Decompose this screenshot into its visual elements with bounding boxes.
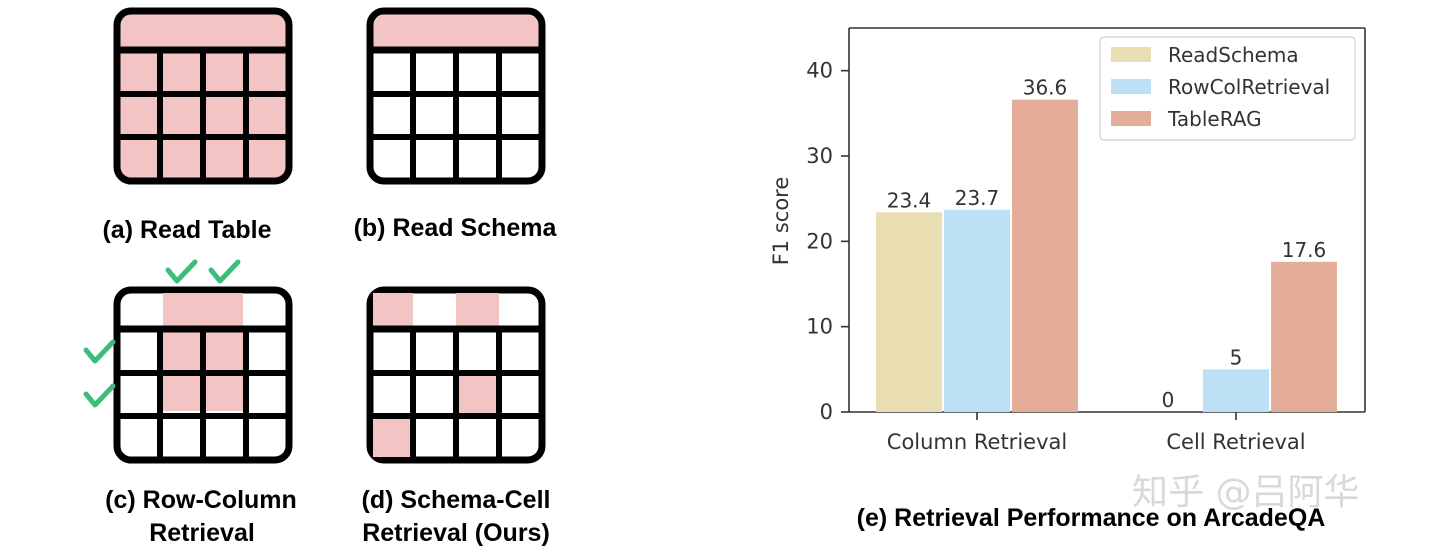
y-tick-label: 20 [806, 229, 833, 253]
schema-cell-highlight [456, 293, 499, 329]
panel-b-label: (b) Read Schema [354, 214, 558, 242]
chart-caption: (e) Retrieval Performance on ArcadeQA [857, 504, 1326, 532]
bar-rowcolretrieval [944, 209, 1010, 412]
legend-label-rowcolretrieval: RowColRetrieval [1168, 75, 1330, 99]
table-icon-read-table [113, 7, 293, 185]
data-label-tablerag: 36.6 [1023, 76, 1068, 100]
table-icon-schema-cell [366, 286, 546, 464]
data-label-rowcolretrieval: 23.7 [955, 186, 1000, 210]
panel-d-label-line1: (d) Schema-Cell [362, 486, 551, 514]
bar-tablerag [1012, 99, 1078, 413]
legend-swatch-tablerag [1111, 111, 1151, 126]
x-tick-label: Column Retrieval [887, 430, 1067, 454]
data-label-readschema: 23.4 [887, 188, 932, 212]
legend-box [1099, 36, 1356, 141]
data-label-readschema: 0 [1162, 388, 1175, 412]
legend-swatch-rowcolretrieval [1111, 79, 1151, 94]
legend-swatch-readschema [1111, 47, 1151, 62]
bar-tablerag [1271, 261, 1337, 412]
check-icons [83, 259, 241, 408]
bar-readschema [876, 212, 942, 412]
retrieved-cell-highlight [456, 373, 499, 416]
schema-cell-highlight [373, 293, 413, 329]
bar-rowcolretrieval [1203, 369, 1269, 412]
legend: ReadSchema RowColRetrieval TableRAG [1099, 36, 1356, 141]
y-tick-label: 30 [806, 144, 833, 168]
legend-label-tablerag: TableRAG [1167, 107, 1262, 131]
y-tick-label: 0 [820, 400, 833, 424]
table-icon-row-column [113, 286, 293, 464]
schema-row-highlight [373, 14, 539, 50]
panel-c-label-line1: (c) Row-Column [105, 486, 297, 514]
y-axis-label: F1 score [769, 177, 793, 266]
check-icon [83, 339, 116, 364]
y-tick-label: 40 [806, 59, 833, 83]
watermark: 知乎 @吕阿华 [1132, 472, 1359, 513]
panel-d-label-line2: Retrieval (Ours) [362, 519, 550, 547]
check-icon [165, 259, 198, 284]
y-tick-label: 10 [806, 315, 833, 339]
retrieved-cell-highlight [373, 416, 413, 457]
legend-label-readschema: ReadSchema [1168, 43, 1299, 67]
check-icon [83, 383, 116, 408]
panel-a-label: (a) Read Table [102, 216, 271, 244]
check-icon [208, 259, 241, 284]
x-tick-label: Cell Retrieval [1166, 430, 1305, 454]
table-icon-read-schema [366, 7, 546, 185]
data-label-tablerag: 17.6 [1282, 238, 1327, 262]
panel-c-label-line2: Retrieval [149, 519, 255, 547]
data-label-rowcolretrieval: 5 [1230, 345, 1243, 369]
bar-chart: 0 10 20 30 40 Column Retrieval 23.4 23.7 36.6 Cel… [806, 27, 1366, 454]
